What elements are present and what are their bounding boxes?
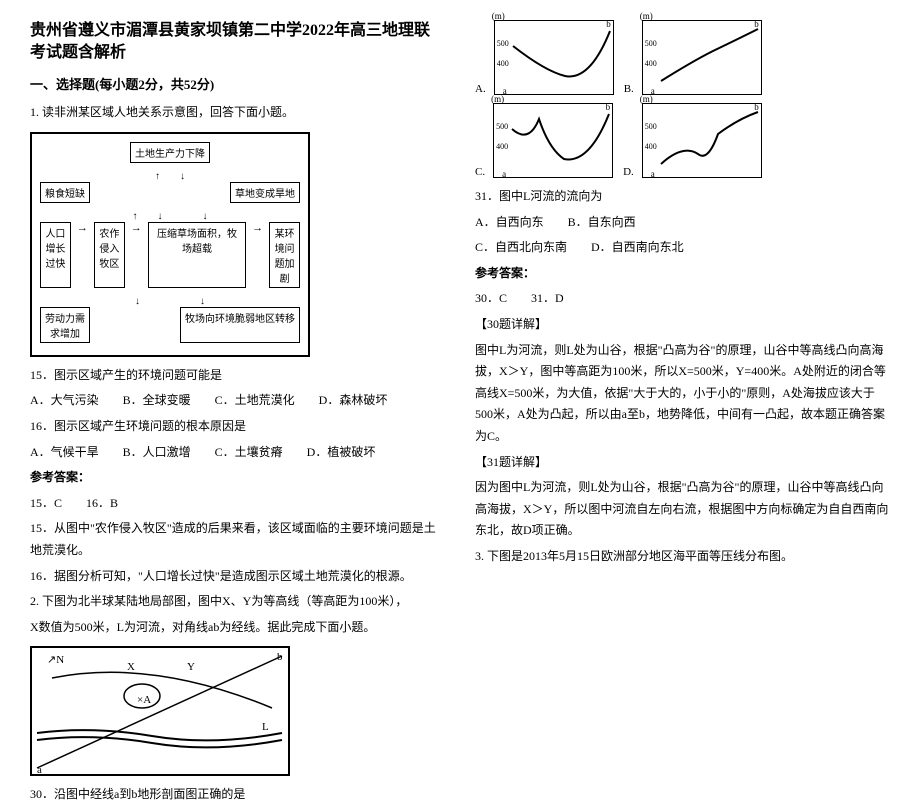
answer-2: 30．C 31．D [475,288,890,310]
diagram-left21: 人口增长过快 [40,222,71,288]
q16-options: A．气候干旱 B．人口激增 C．土壤贫瘠 D．植被破坏 [30,442,445,464]
svg-text:a: a [37,764,42,774]
svg-text:X: X [127,661,135,673]
q3: 3. 下图是2013年5月15日欧洲部分地区海平面等压线分布图。 [475,546,890,568]
q15: 15．图示区域产生的环境问题可能是 [30,365,445,387]
chart-b: (m) 500 400 a b [642,20,762,95]
q2-intro2: X数值为500米，L为河流，对角线ab为经线。据此完成下面小题。 [30,617,445,639]
explanation-16: 16．据图分析可知，"人口增长过快"是造成图示区域土地荒漠化的根源。 [30,566,445,588]
q31-options-a: A．自西向东 B．自东向西 [475,212,890,234]
q31-options-b: C．自西北向东南 D．自西南向东北 [475,237,890,259]
chart-c: (m) 500 400 a b [493,103,613,178]
q31: 31．图中L河流的流向为 [475,186,890,208]
chart-row-1: A. (m) 500 400 a b B. (m) 500 400 a b [475,20,890,95]
chart-row-2: C. (m) 500 400 a b D. (m) 500 400 a b [475,103,890,178]
answer-label-2: 参考答案： [475,263,890,285]
explanation-30: 图中L为河流，则L处为山谷，根据"凸高为谷"的原理，山谷中等高线凸向高海拔，X＞… [475,340,890,448]
topographic-map: ↗N a b X Y ×A L [30,646,290,776]
diagram-left1: 粮食短缺 [40,182,90,203]
flow-diagram: 土地生产力下降 ↑ ↓ 粮食短缺 草地变成旱地 ↑ ↓ ↓ 人口增长过快 → 农… [30,132,310,357]
answer-1: 15．C 16．B [30,493,445,515]
answer-label: 参考答案： [30,467,445,489]
diagram-left3: 劳动力需求增加 [40,307,90,343]
explanation-31: 因为图中L为河流，则L处为山谷，根据"凸高为谷"的原理，山谷中等高线凸向高海拔，… [475,477,890,542]
svg-text:Y: Y [187,661,195,673]
q30: 30．沿图中经线a到b地形剖面图正确的是 [30,784,445,806]
exp31-title: 【31题详解】 [475,452,890,474]
chart-d: (m) 500 400 a b [642,103,762,178]
svg-text:b: b [277,651,283,663]
q16: 16．图示区域产生环境问题的根本原因是 [30,416,445,438]
diagram-top: 土地生产力下降 [130,142,210,163]
q2-intro: 2. 下图为北半球某陆地局部图，图中X、Y为等高线（等高距为100米）， [30,591,445,613]
chart-label-b: B. [624,83,634,95]
diagram-right: 某环境问题加剧 [269,222,300,288]
explanation-15: 15．从图中"农作侵入牧区"造成的后果来看，该区域面临的主要环境问题是土地荒漠化… [30,518,445,561]
svg-text:↗N: ↗N [47,654,64,666]
chart-label-c: C. [475,166,485,178]
right-column: A. (m) 500 400 a b B. (m) 500 400 a b [475,20,890,631]
q15-options: A．大气污染 B．全球变暖 C．土地荒漠化 D．森林破坏 [30,390,445,412]
exp30-title: 【30题详解】 [475,314,890,336]
svg-text:×A: ×A [137,694,151,706]
svg-text:L: L [262,721,269,733]
chart-a: (m) 500 400 a b [494,20,614,95]
left-column: 贵州省遵义市湄潭县黄家坝镇第二中学2022年高三地理联考试题含解析 一、选择题(… [30,20,445,631]
topo-svg: ↗N a b X Y ×A L [32,648,288,774]
chart-label-d: D. [623,166,634,178]
exam-title: 贵州省遵义市湄潭县黄家坝镇第二中学2022年高三地理联考试题含解析 [30,20,445,65]
diagram-left22: 农作侵入牧区 [94,222,125,288]
chart-label-a: A. [475,83,486,95]
section-header: 一、选择题(每小题2分，共52分) [30,73,445,96]
diagram-mid2: 压缩草场面积，牧场超载 [148,222,246,288]
diagram-bottom: 牧场向环境脆弱地区转移 [180,307,300,343]
q1-intro: 1. 读非洲某区域人地关系示意图，回答下面小题。 [30,102,445,124]
diagram-mid1: 草地变成旱地 [230,182,300,203]
